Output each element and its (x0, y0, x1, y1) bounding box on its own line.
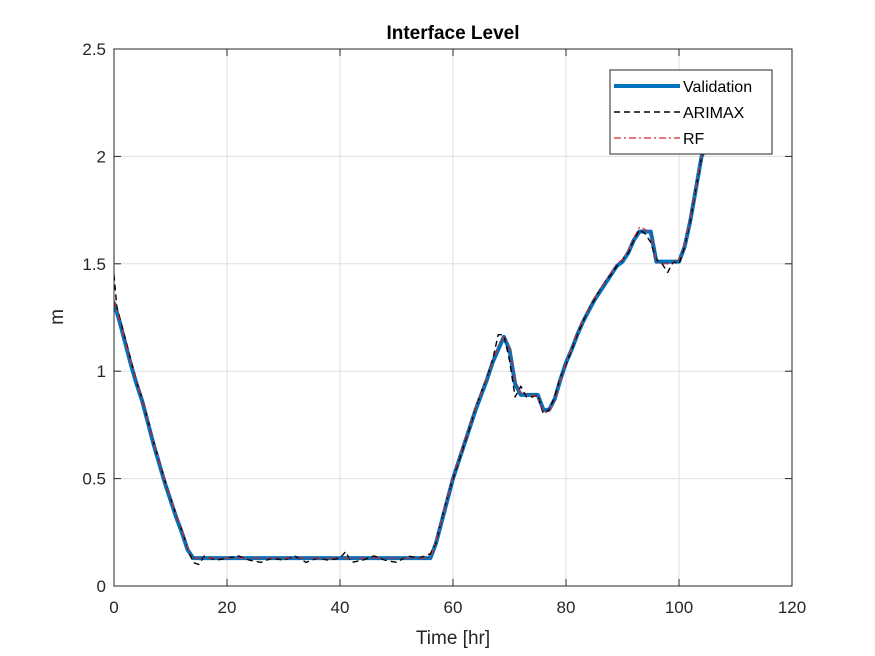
y-tick-label: 1.5 (82, 255, 106, 274)
tick-labels: 0 20 40 60 80 100 120 0 0.5 1 1.5 2 2.5 (82, 40, 806, 617)
series-line-rf (114, 147, 705, 559)
legend-label-rf: RF (683, 131, 705, 148)
series-layer (114, 147, 707, 566)
legend-label-arimax: ARIMAX (683, 105, 745, 122)
x-tick-label: 100 (665, 598, 693, 617)
x-axis-label: Time [hr] (416, 628, 490, 649)
legend-label-validation: Validation (683, 79, 752, 96)
x-tick-label: 40 (331, 598, 350, 617)
y-axis-label: m (47, 309, 68, 325)
y-tick-label: 0 (97, 577, 106, 596)
series-line-arimax (114, 149, 706, 566)
ticks (113, 48, 793, 587)
x-tick-label: 20 (218, 598, 237, 617)
y-tick-label: 0.5 (82, 470, 106, 489)
x-tick-label: 0 (109, 598, 118, 617)
chart-title: Interface Level (386, 23, 519, 44)
y-tick-label: 2 (97, 147, 106, 166)
x-tick-label: 120 (778, 598, 806, 617)
legend: Validation ARIMAX RF (609, 69, 773, 155)
x-tick-label: 60 (444, 598, 463, 617)
y-tick-label: 2.5 (82, 40, 106, 59)
x-tick-label: 80 (557, 598, 576, 617)
y-tick-label: 1 (97, 362, 106, 381)
